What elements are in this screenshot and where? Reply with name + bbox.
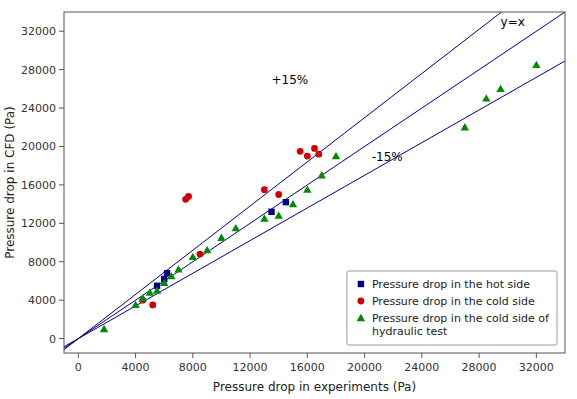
x-tick [192,353,193,358]
point [482,94,490,101]
point [275,211,283,218]
y-tick [59,338,64,339]
point [268,209,274,215]
point [131,301,139,308]
reference-line [64,12,565,348]
point [315,151,322,158]
point [461,123,469,130]
y-tick [59,223,64,224]
y-tick-label: 12000 [21,217,56,230]
x-tick-label: 8000 [179,361,207,374]
y-tick-label: 4000 [28,294,56,307]
point [153,286,161,293]
y-tick [59,108,64,109]
legend-label: Pressure drop in the cold side ofhydraul… [372,312,550,338]
annotation: -15% [372,150,403,164]
point [160,279,168,286]
x-tick [78,353,79,358]
reference-line [64,61,565,347]
x-tick [307,353,308,358]
x-tick-label: 20000 [347,361,382,374]
y-tick-label: 8000 [28,256,56,269]
y-tick-label: 20000 [21,140,56,153]
point [283,199,289,205]
reference-line [64,12,565,350]
point [275,191,282,198]
point [203,246,211,253]
point [260,214,268,221]
y-tick-label: 28000 [21,64,56,77]
point [297,148,304,155]
x-tick [364,353,365,358]
x-axis-label: Pressure drop in experiments (Pa) [213,380,416,394]
point [164,270,170,276]
point [167,272,175,279]
x-tick-label: 24000 [404,361,439,374]
plot-frame [64,12,565,353]
x-tick [421,353,422,358]
legend-box [347,271,557,345]
series [154,199,289,289]
x-tick-label: 32000 [519,361,554,374]
point [146,288,154,295]
plot-area [64,12,565,350]
x-tick-label: 12000 [233,361,268,374]
x-tick-label: 28000 [462,361,497,374]
y-tick-label: 16000 [21,179,56,192]
y-tick [59,261,64,262]
point [185,193,192,200]
point [149,302,156,309]
x-tick [135,353,136,358]
y-tick [59,69,64,70]
legend-marker [358,281,364,287]
point [304,153,311,160]
y-tick [59,300,64,301]
point [311,145,318,152]
series [139,145,322,308]
point [174,265,182,272]
y-tick [59,184,64,185]
y-tick [59,31,64,32]
x-tick [479,353,480,358]
x-tick [536,353,537,358]
legend-label: Pressure drop in the cold side [372,295,535,308]
y-tick-label: 24000 [21,102,56,115]
point [139,294,147,301]
point [197,251,204,258]
x-tick-label: 4000 [122,361,150,374]
point [261,186,268,193]
annotation: y=x [501,15,525,29]
point [317,171,325,178]
y-axis-label: Pressure drop in CFD (Pa) [3,106,17,259]
legend-label: Pressure drop in the hot side [372,278,530,291]
legend: Pressure drop in the hot side Pressure dr… [347,271,557,345]
plot-background [64,12,565,353]
point [100,325,108,332]
point [303,186,311,193]
y-tick-label: 0 [49,333,56,346]
y-tick [59,146,64,147]
chart: 0 4000 8000 12000 16000 20000 24000 28000 32000 0… [0,0,577,399]
point [289,200,297,207]
y-tick-label: 32000 [21,25,56,38]
x-tick [250,353,251,358]
point [232,224,240,231]
point [217,234,225,241]
legend-marker [358,298,365,305]
point [189,253,197,260]
annotation: +15% [272,73,309,87]
point [532,61,540,68]
point [332,152,340,159]
x-tick-label: 16000 [290,361,325,374]
legend-marker [357,314,365,321]
x-tick-label: 0 [75,361,82,374]
point [496,85,504,92]
